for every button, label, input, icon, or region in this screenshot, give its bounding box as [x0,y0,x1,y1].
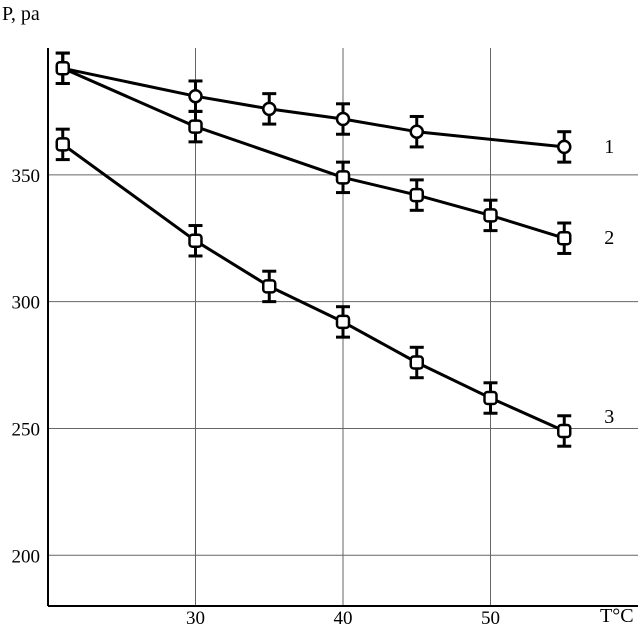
series-label: 2 [604,227,614,249]
y-tick-label: 300 [12,293,41,314]
data-point [409,355,424,370]
data-point [335,314,351,330]
series-label: 1 [604,136,614,158]
data-point [262,101,277,117]
data-point [188,88,203,104]
tick-labels: 200 250 300 350 30 40 50 [12,166,501,628]
axes [47,48,638,607]
x-tick-label: 40 [334,608,353,628]
data-point [409,187,424,203]
data-point [188,119,203,134]
x-tick-label: 30 [186,608,205,628]
y-tick-label: 250 [12,419,41,440]
series-line [62,66,565,149]
y-tick-label: 350 [12,166,41,187]
y-axis-label: P, pa [2,3,40,25]
data-series: 1 2 3 [55,51,614,448]
series-label: 3 [604,406,614,428]
x-axis-label: T°C [600,605,634,627]
data-point [335,170,351,185]
data-point [262,279,277,294]
y-tick-label: 200 [12,546,41,567]
series-3: 3 [55,127,614,448]
data-point [483,390,498,406]
series-1: 1 [55,51,614,164]
data-point [55,61,70,76]
data-point [557,423,572,439]
x-tick-label: 50 [481,608,500,628]
data-point [483,208,498,223]
series-2: 2 [55,51,614,255]
data-point [409,124,424,139]
data-point [557,230,572,246]
data-point [557,139,572,155]
series-line [62,66,565,240]
data-point [335,111,351,127]
data-point [188,233,203,249]
data-point [55,137,70,152]
